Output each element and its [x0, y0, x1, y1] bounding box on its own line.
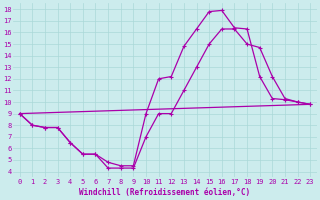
X-axis label: Windchill (Refroidissement éolien,°C): Windchill (Refroidissement éolien,°C): [79, 188, 251, 197]
